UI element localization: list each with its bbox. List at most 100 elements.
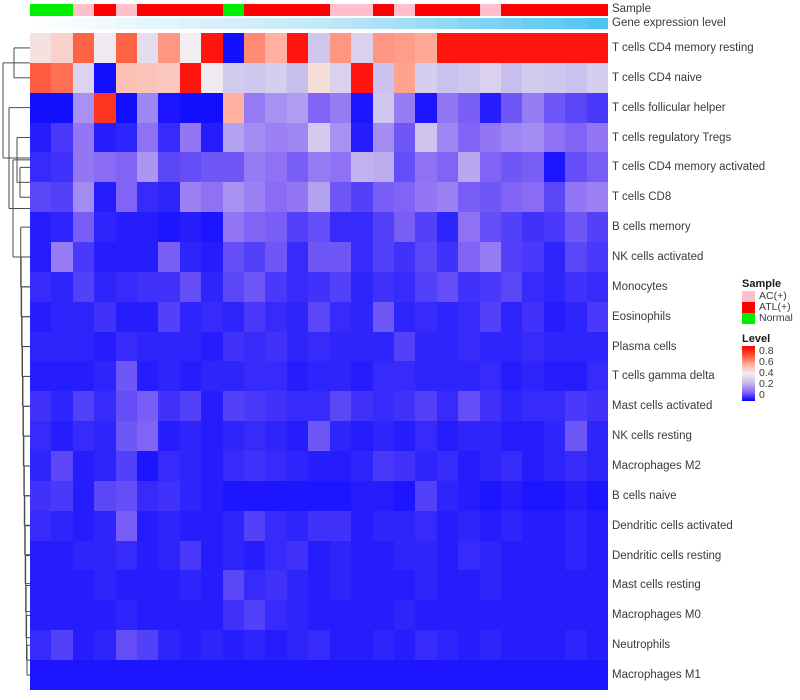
heatmap-cell xyxy=(244,62,266,93)
heatmap-cell xyxy=(372,301,394,332)
row-label: Mast cells resting xyxy=(612,579,701,592)
heatmap-cell xyxy=(586,510,608,541)
gene-expression-annotation-cell xyxy=(137,18,159,29)
heatmap-cell xyxy=(94,660,116,690)
heatmap-cell xyxy=(286,540,309,571)
heatmap-cell xyxy=(565,480,587,511)
heatmap-cell xyxy=(286,152,309,183)
heatmap-cell xyxy=(201,660,223,690)
heatmap-cell xyxy=(222,451,245,481)
heatmap-cell xyxy=(565,570,587,601)
heatmap-cell xyxy=(137,33,159,63)
heatmap-cell xyxy=(543,152,566,183)
heatmap-cell xyxy=(179,122,202,153)
gene-expression-annotation-cell xyxy=(244,18,266,29)
heatmap-cell xyxy=(479,510,501,541)
heatmap-cell xyxy=(308,182,330,213)
sample-legend-label: AC(+) xyxy=(759,290,787,302)
heatmap-cell xyxy=(436,660,459,690)
heatmap-cell xyxy=(72,212,95,243)
heatmap-cell xyxy=(179,480,202,511)
heatmap-cell xyxy=(565,242,587,272)
heatmap-cell xyxy=(244,212,266,243)
sample-legend-item: AC(+) xyxy=(742,291,800,302)
heatmap-cell xyxy=(137,301,159,332)
heatmap-cell xyxy=(479,152,501,183)
heatmap-row xyxy=(30,510,608,541)
heatmap-cell xyxy=(137,391,159,422)
heatmap-cell xyxy=(51,212,73,243)
heatmap-cell xyxy=(500,331,523,362)
heatmap-cell xyxy=(94,570,116,601)
heatmap-cell xyxy=(201,271,223,302)
heatmap-cell xyxy=(94,301,116,332)
heatmap-cell xyxy=(179,660,202,690)
heatmap-cell xyxy=(479,212,501,243)
heatmap-cell xyxy=(458,271,480,302)
heatmap-cell xyxy=(351,510,373,541)
heatmap-cell xyxy=(351,152,373,183)
heatmap-cell xyxy=(393,92,416,123)
heatmap-cell xyxy=(351,92,373,123)
level-tick-label: 0 xyxy=(759,389,765,401)
heatmap-cell xyxy=(586,182,608,213)
heatmap-cell xyxy=(351,182,373,213)
heatmap-cell xyxy=(415,570,437,601)
heatmap-cell xyxy=(51,271,73,302)
heatmap-cell xyxy=(94,271,116,302)
heatmap-row xyxy=(30,331,608,362)
heatmap-cell xyxy=(522,660,544,690)
heatmap-cell xyxy=(329,480,352,511)
sample-legend-label: ATL(+) xyxy=(759,301,791,313)
heatmap-cell xyxy=(286,391,309,422)
heatmap-cell xyxy=(479,540,501,571)
heatmap-cell xyxy=(565,540,587,571)
row-label: Neutrophils xyxy=(612,639,671,652)
heatmap-cell xyxy=(329,122,352,153)
heatmap-cell xyxy=(94,122,116,153)
heatmap-cell xyxy=(286,421,309,452)
row-label: T cells CD4 naive xyxy=(612,71,702,84)
heatmap-cell xyxy=(51,62,73,93)
heatmap-cell xyxy=(30,660,52,690)
heatmap-cell xyxy=(436,182,459,213)
heatmap-cell xyxy=(94,361,116,392)
heatmap-cell xyxy=(72,331,95,362)
heatmap-cell xyxy=(158,242,180,272)
heatmap-cell xyxy=(72,271,95,302)
heatmap-row xyxy=(30,361,608,392)
heatmap-cell xyxy=(51,122,73,153)
gene-expression-annotation-cell xyxy=(565,18,587,29)
heatmap-cell xyxy=(137,540,159,571)
heatmap-cell xyxy=(415,391,437,422)
heatmap-cell xyxy=(94,62,116,93)
heatmap-cell xyxy=(565,182,587,213)
gene-expression-annotation-cell xyxy=(372,18,394,29)
heatmap-row xyxy=(30,271,608,302)
row-label: Eosinophils xyxy=(612,310,671,323)
heatmap-cell xyxy=(543,271,566,302)
heatmap-cell xyxy=(372,33,394,63)
heatmap-cell xyxy=(458,92,480,123)
heatmap-cell xyxy=(265,301,287,332)
heatmap-cell xyxy=(30,391,52,422)
heatmap-cell xyxy=(458,152,480,183)
row-label: Dendritic cells resting xyxy=(612,549,722,562)
heatmap-cell xyxy=(158,331,180,362)
heatmap-cell xyxy=(522,600,544,631)
heatmap-cell xyxy=(222,480,245,511)
heatmap-cell xyxy=(51,33,73,63)
row-label-list: T cells CD4 memory resting T cells CD4 na… xyxy=(612,33,800,690)
heatmap-cell xyxy=(72,242,95,272)
heatmap-cell xyxy=(308,480,330,511)
heatmap-cell xyxy=(565,212,587,243)
heatmap-cell xyxy=(458,510,480,541)
heatmap-cell xyxy=(222,421,245,452)
heatmap-cell xyxy=(158,152,180,183)
heatmap-cell xyxy=(286,182,309,213)
heatmap-cell xyxy=(458,660,480,690)
heatmap-cell xyxy=(158,600,180,631)
heatmap-cell xyxy=(586,92,608,123)
heatmap-cell xyxy=(565,62,587,93)
heatmap-cell xyxy=(115,630,138,661)
